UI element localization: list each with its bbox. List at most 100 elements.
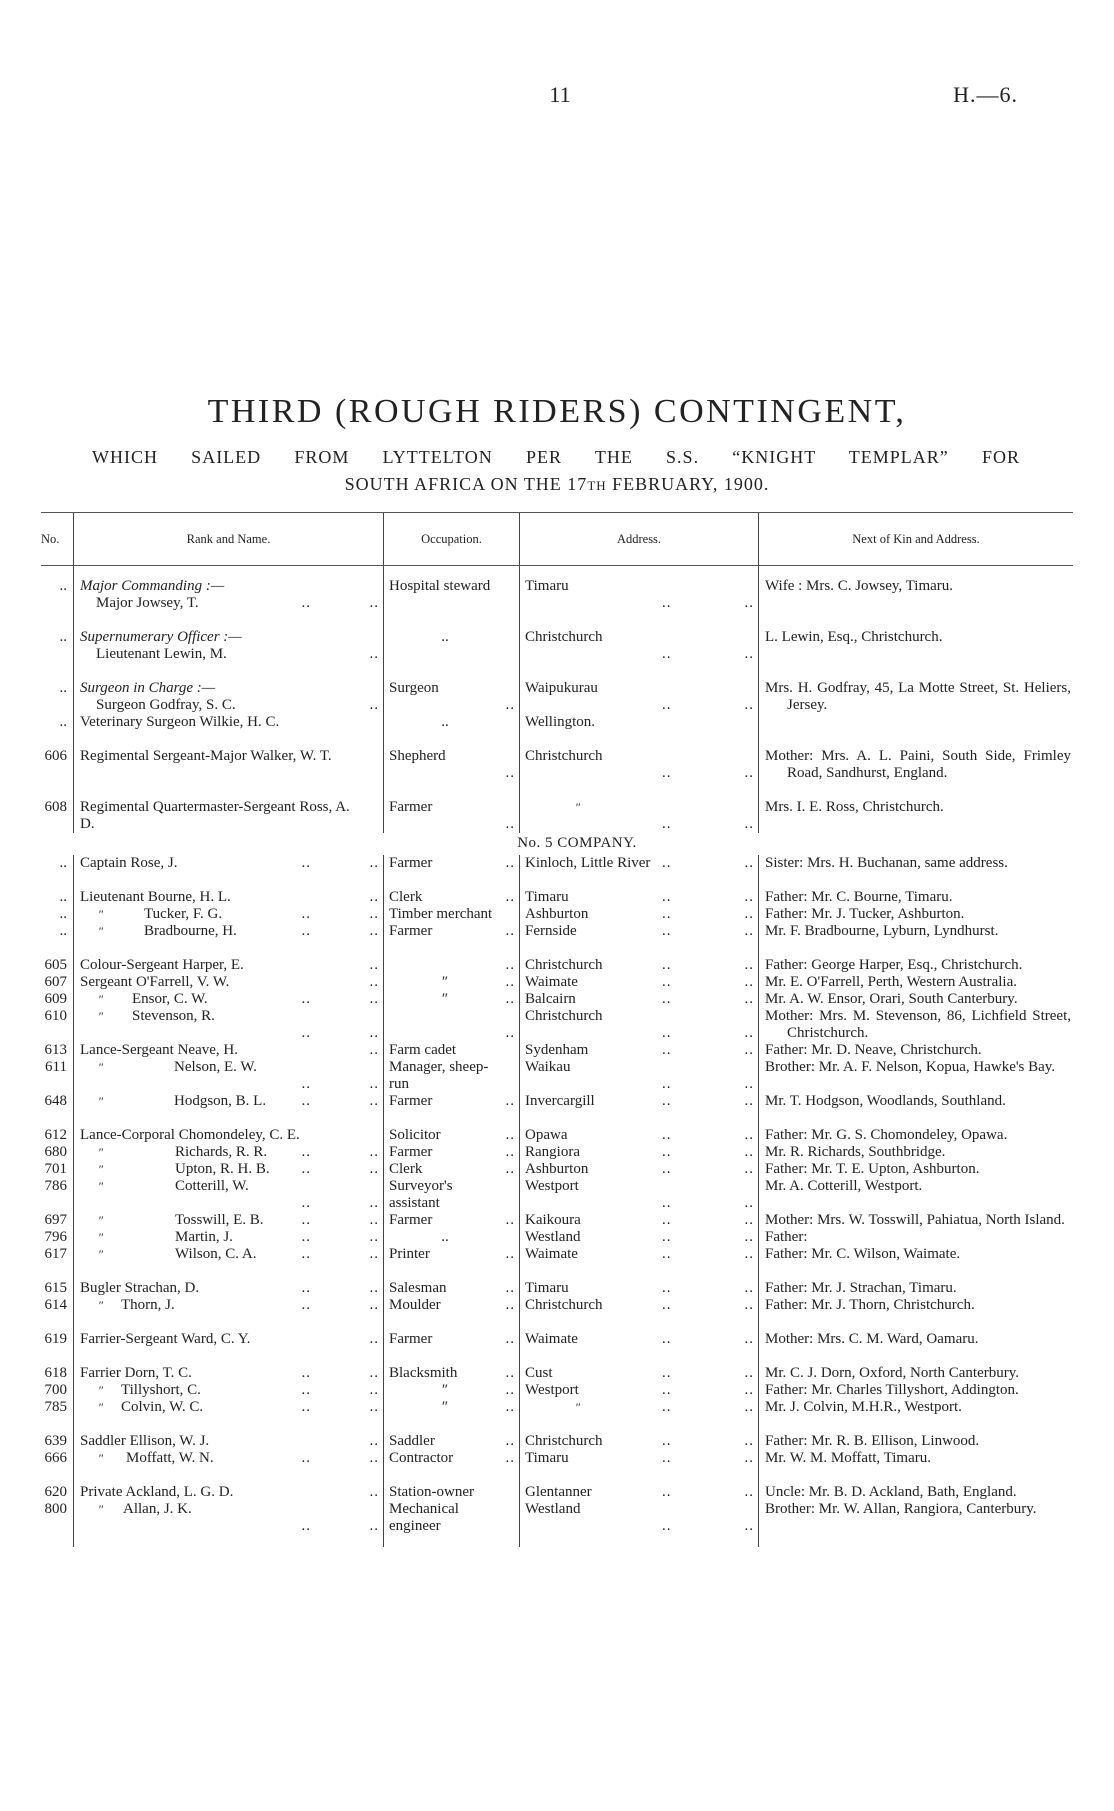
occupation-text: Clerk <box>389 889 423 905</box>
name: Lewin, M. <box>163 646 227 662</box>
leader-dots: .. <box>369 923 379 939</box>
spacer-cell <box>41 1416 73 1433</box>
occupation: Timber merchant <box>383 906 519 923</box>
leader-dots: .. <box>369 855 379 871</box>
rank-and-name: Farrier Dorn, T. C..... <box>73 1365 383 1382</box>
leader-dots: .. <box>505 1382 515 1398</box>
leader-dots: .. <box>662 1518 672 1534</box>
spacer-cell <box>73 782 383 799</box>
spacer-cell <box>519 1535 758 1547</box>
rank-name-text: Major Jowsey, T. <box>80 595 359 612</box>
spacer-cell <box>519 566 758 578</box>
occupation-text: .. <box>441 629 449 645</box>
address-text: Waimate <box>525 1331 578 1347</box>
leader-dots: .. <box>369 1484 379 1500</box>
leader-dots: .. <box>369 1433 379 1449</box>
occupation: ″.. <box>383 974 519 991</box>
table-row: 606 Regimental Sergeant-Major Walker, W. … <box>41 748 1073 782</box>
address-text: Waipukurau <box>525 680 598 696</box>
leader-dots: .. <box>369 957 379 973</box>
address-text: Christchurch <box>525 1433 603 1449</box>
rank-name-text: Colour-Sergeant Harper, E. <box>80 957 359 974</box>
leader-dots: .. <box>301 1365 311 1381</box>
spacer-row <box>41 663 1073 680</box>
spacer-cell <box>383 1467 519 1484</box>
leader-dots: .. <box>505 957 515 973</box>
service-number: .. <box>59 629 68 645</box>
rank-name-text: Private Ackland, L. G. D. <box>80 1484 359 1501</box>
next-of-kin: Wife : Mrs. C. Jowsey, Timaru. <box>758 578 1073 612</box>
leader-dots: .. <box>369 991 379 1007</box>
leader-dots: .. <box>662 889 672 905</box>
address: Glentanner.... <box>519 1484 758 1501</box>
rank-and-name: ″ Tosswill, E. B..... <box>73 1212 383 1229</box>
leader-dots: .. <box>662 1229 672 1245</box>
next-of-kin: Father: Mr. C. Bourne, Timaru. <box>758 889 1073 906</box>
rank-name-text: Lieutenant Bourne, H. L. <box>80 889 359 906</box>
table-row: 666 ″ Moffatt, W. N..... Contractor.. Timaru… <box>41 1450 1073 1467</box>
rank-and-name: Sergeant O'Farrell, V. W... <box>73 974 383 991</box>
address: ″.... <box>519 1399 758 1416</box>
spacer-cell <box>41 782 73 799</box>
rank-and-name: ″ Stevenson, R..... <box>73 1008 383 1042</box>
spacer-cell <box>758 1348 1073 1365</box>
rank-name-text: Saddler Ellison, W. J. <box>80 1433 359 1450</box>
rank: Farrier-Sergeant <box>80 1331 182 1347</box>
occupation: Clerk.. <box>383 1161 519 1178</box>
address-text: Timaru <box>525 889 569 905</box>
rank-name-text: Regimental Quartermaster-Sergeant Ross, … <box>80 799 359 833</box>
leader-dots: .. <box>744 1450 754 1466</box>
rank: Captain <box>80 855 131 871</box>
leader-dots: .. <box>505 1161 515 1177</box>
address: Waikau.... <box>519 1059 758 1093</box>
appointment-label: Surgeon in Charge :— <box>80 680 216 696</box>
rank-name-text: ″ Ensor, C. W. <box>80 991 359 1008</box>
rank-and-name: Colour-Sergeant Harper, E... <box>73 957 383 974</box>
address: Rangiora.... <box>519 1144 758 1161</box>
table-row: .. Captain Rose, J..... Farmer.. Kinloch, L… <box>41 855 1073 872</box>
rank-name-text: Surgeon Godfray, S. C. <box>80 697 359 714</box>
service-number: 608 <box>44 799 68 815</box>
address-text: Opawa <box>525 1127 568 1143</box>
leader-dots: .. <box>662 923 672 939</box>
service-number: 800 <box>44 1501 68 1517</box>
table-row: 607 Sergeant O'Farrell, V. W... ″.. Waimate… <box>41 974 1073 991</box>
leader-dots: .. <box>662 1280 672 1296</box>
occupation: Moulder.. <box>383 1297 519 1314</box>
leader-dots: .. <box>662 1433 672 1449</box>
next-of-kin: Brother: Mr. A. F. Nelson, Kopua, Hawke'… <box>758 1059 1073 1093</box>
rank: Surgeon <box>96 697 150 713</box>
leader-dots: .. <box>369 1518 379 1534</box>
rank-and-name: ″ Martin, J..... <box>73 1229 383 1246</box>
leader-dots: .. <box>301 855 311 871</box>
table-row: .. ″ Bradbourne, H..... Farmer.. Fernside...… <box>41 923 1073 940</box>
spacer-cell <box>758 940 1073 957</box>
name: Hodgson, B. L. <box>174 1093 267 1109</box>
leader-dots: .. <box>744 1127 754 1143</box>
name: Ellison, W. J. <box>129 1433 210 1449</box>
leader-dots: .. <box>744 595 754 611</box>
address: Wellington. <box>519 714 758 731</box>
occupation-text: Hospital steward <box>389 578 491 594</box>
rank: Lieutenant <box>80 889 148 905</box>
rank-and-name: Captain Rose, J..... <box>73 855 383 872</box>
occupation-text: Manager, sheep-run <box>389 1059 489 1092</box>
spacer-cell <box>758 1467 1073 1484</box>
address: Christchurch.... <box>519 957 758 974</box>
address: Timaru.... <box>519 889 758 906</box>
occupation-text: .. <box>441 1229 449 1245</box>
spacer-cell <box>73 940 383 957</box>
leader-dots: .. <box>744 765 754 781</box>
address: Waipukurau.... <box>519 680 758 714</box>
occupation-text: Surveyor's assistant <box>389 1178 453 1211</box>
address: Kinloch, Little River.... <box>519 855 758 872</box>
service-number: 618 <box>44 1365 68 1381</box>
next-of-kin: L. Lewin, Esq., Christchurch. <box>758 629 1073 663</box>
rank-name-text: ″ Allan, J. K. <box>80 1501 359 1518</box>
spacer-cell <box>383 731 519 748</box>
address-text: Westport <box>525 1178 579 1194</box>
rank-and-name: Saddler Ellison, W. J... <box>73 1433 383 1450</box>
rank: Saddler <box>80 1433 130 1449</box>
rank-name-text: ″ Upton, R. H. B. <box>80 1161 359 1178</box>
leader-dots: .. <box>744 816 754 832</box>
